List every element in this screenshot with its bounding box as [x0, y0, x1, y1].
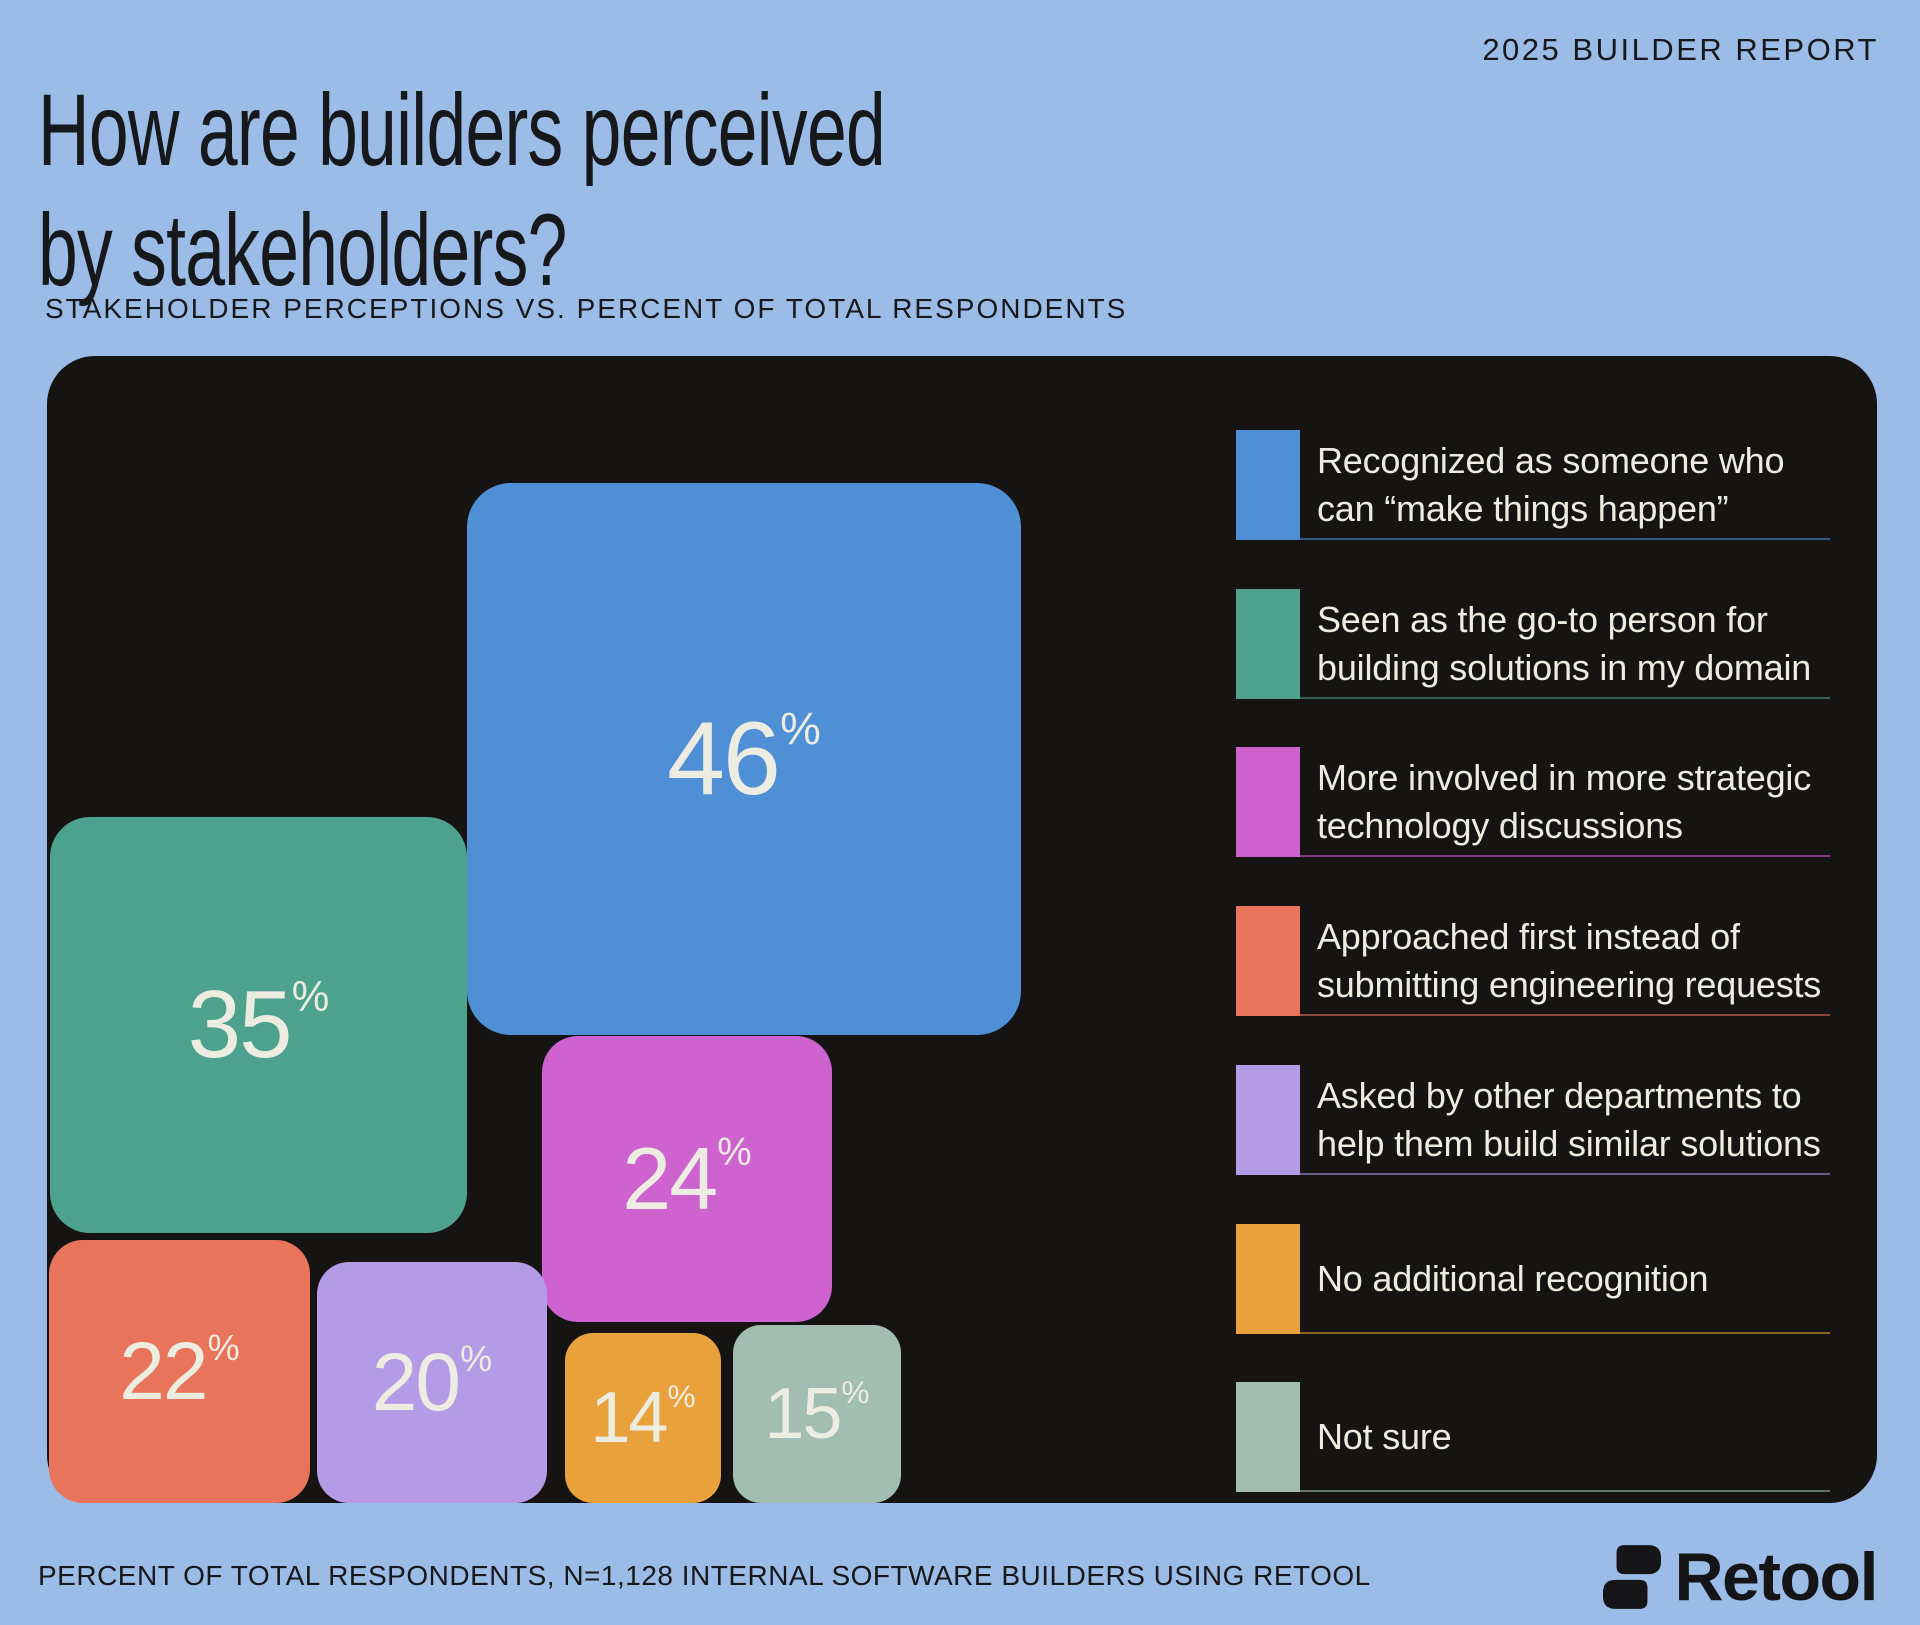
percent-sign: % — [460, 1337, 493, 1379]
percent-sign: % — [717, 1131, 752, 1175]
legend-label: Not sure — [1317, 1416, 1452, 1457]
legend-label: Recognized as someone who can “make thin… — [1317, 440, 1785, 529]
legend-underline — [1236, 1490, 1830, 1492]
percent-sign: % — [667, 1378, 696, 1415]
legend-label: No additional recognition — [1317, 1258, 1709, 1299]
value-label: 22% — [119, 1325, 240, 1417]
value-label: 15% — [764, 1374, 870, 1454]
legend-swatch — [1236, 1382, 1300, 1492]
legend-label: Seen as the go-to person for building so… — [1317, 599, 1812, 688]
value-label: 14% — [590, 1378, 696, 1458]
legend-swatch — [1236, 906, 1300, 1016]
chart-subtitle: STAKEHOLDER PERCEPTIONS VS. PERCENT OF T… — [45, 293, 1128, 324]
chart-panel: 46% 35% 24% 22% 20% 14% 15% Recognized a… — [47, 356, 1877, 1503]
square-approached-first: 22% — [49, 1240, 310, 1503]
page-title: How are builders perceived by stakeholde… — [38, 73, 886, 308]
legend-swatch — [1236, 1224, 1300, 1334]
legend-item-approached-first: Approached first instead of submitting e… — [1236, 906, 1830, 1016]
legend-label: Asked by other departments to help them … — [1317, 1075, 1821, 1164]
square-go-to-person: 35% — [50, 817, 467, 1233]
legend-item-go-to-person: Seen as the go-to person for building so… — [1236, 589, 1830, 699]
legend-swatch — [1236, 1065, 1300, 1175]
percent-sign: % — [291, 973, 330, 1021]
legend-underline — [1236, 855, 1830, 857]
square-not-sure: 15% — [733, 1325, 901, 1503]
value-label: 20% — [371, 1336, 493, 1428]
square-recognized: 46% — [467, 483, 1021, 1035]
retool-logomark-icon — [1603, 1545, 1662, 1609]
value-label: 35% — [187, 971, 330, 1078]
legend-item-asked-by-departments: Asked by other departments to help them … — [1236, 1065, 1830, 1175]
legend-item-not-sure: Not sure — [1236, 1382, 1830, 1492]
percent-sign: % — [841, 1374, 870, 1411]
legend-swatch — [1236, 589, 1300, 699]
square-strategic-discussions: 24% — [542, 1036, 832, 1322]
percent-sign: % — [780, 703, 821, 755]
value-label: 24% — [622, 1129, 752, 1228]
legend-label: Approached first instead of submitting e… — [1317, 916, 1822, 1005]
value-label: 46% — [667, 701, 821, 817]
square-asked-by-departments: 20% — [317, 1262, 547, 1503]
retool-wordmark: Retool — [1674, 1539, 1878, 1615]
footer-note: PERCENT OF TOTAL RESPONDENTS, N=1,128 IN… — [38, 1560, 1371, 1591]
legend-swatch — [1236, 430, 1300, 540]
retool-logo: Retool — [1603, 1539, 1878, 1615]
legend-underline — [1236, 697, 1830, 699]
legend-underline — [1236, 538, 1830, 540]
legend-label: More involved in more strategic technolo… — [1317, 757, 1812, 846]
legend-underline — [1236, 1014, 1830, 1016]
legend-swatch — [1236, 747, 1300, 857]
legend-item-strategic-discussions: More involved in more strategic technolo… — [1236, 747, 1830, 857]
legend-item-no-recognition: No additional recognition — [1236, 1224, 1830, 1334]
legend-underline — [1236, 1332, 1830, 1334]
percent-sign: % — [207, 1326, 240, 1368]
legend-underline — [1236, 1173, 1830, 1175]
legend-item-recognized: Recognized as someone who can “make thin… — [1236, 430, 1830, 540]
report-tag: 2025 BUILDER REPORT — [1482, 32, 1879, 67]
square-no-recognition: 14% — [565, 1333, 721, 1503]
